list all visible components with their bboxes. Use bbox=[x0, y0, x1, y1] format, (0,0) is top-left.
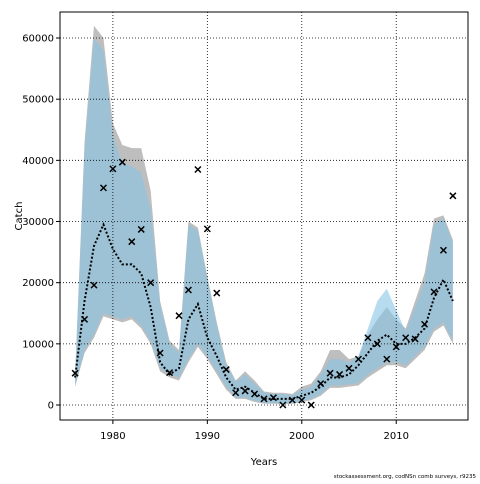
observed-marker bbox=[345, 364, 353, 372]
observed-marker bbox=[269, 394, 277, 402]
observed-marker bbox=[439, 246, 447, 254]
observed-marker bbox=[364, 334, 372, 342]
observed-marker bbox=[137, 225, 145, 233]
observed-marker bbox=[147, 279, 155, 287]
observed-marker bbox=[71, 369, 79, 377]
observed-marker bbox=[99, 184, 107, 192]
observed-marker bbox=[421, 320, 429, 328]
observed-marker bbox=[373, 340, 381, 348]
observed-marker bbox=[232, 389, 240, 397]
observed-marker bbox=[175, 312, 183, 320]
y-tick-label: 40000 bbox=[22, 156, 54, 167]
observed-marker bbox=[90, 281, 98, 289]
observed-marker bbox=[383, 355, 391, 363]
observed-marker bbox=[241, 387, 249, 395]
observed-marker bbox=[411, 335, 419, 343]
y-tick-label: 0 bbox=[48, 401, 54, 412]
observed-marker bbox=[166, 369, 174, 377]
observed-marker bbox=[222, 366, 230, 374]
observed-marker bbox=[109, 165, 117, 173]
x-tick-label: 1990 bbox=[195, 431, 220, 442]
observed-marker bbox=[81, 315, 89, 323]
x-tick-label: 1980 bbox=[100, 431, 125, 442]
observed-marker bbox=[317, 380, 325, 388]
observed-marker bbox=[279, 401, 287, 409]
observed-marker bbox=[203, 225, 211, 233]
observed-marker bbox=[118, 158, 126, 166]
observed-marker bbox=[392, 343, 400, 351]
y-tick-label: 60000 bbox=[22, 33, 54, 44]
observed-marker bbox=[326, 369, 334, 377]
observed-marker bbox=[184, 286, 192, 294]
observed-marker bbox=[449, 192, 457, 200]
y-tick-label: 30000 bbox=[22, 217, 54, 228]
confidence-band bbox=[75, 37, 453, 404]
plot-frame bbox=[59, 11, 469, 421]
observed-marker bbox=[354, 355, 362, 363]
observed-marker bbox=[260, 395, 268, 403]
x-tick-label: 2000 bbox=[289, 431, 314, 442]
y-tick-label: 50000 bbox=[22, 95, 54, 106]
observed-marker bbox=[402, 334, 410, 342]
observed-marker bbox=[307, 401, 315, 409]
observed-marker bbox=[128, 238, 136, 246]
y-tick-label: 10000 bbox=[22, 339, 54, 350]
observed-marker bbox=[251, 390, 259, 398]
observed-marker bbox=[194, 165, 202, 174]
observed-marker bbox=[430, 288, 438, 296]
observed-marker bbox=[298, 396, 306, 404]
observed-marker bbox=[213, 289, 221, 297]
observed-marker bbox=[156, 349, 164, 357]
footnote: stockassessment.org, codNSn comb surveys… bbox=[334, 474, 477, 480]
x-tick-label: 2010 bbox=[383, 431, 408, 442]
observed-marker bbox=[336, 370, 344, 378]
x-axis-label: Years bbox=[250, 457, 277, 468]
y-axis-label: Catch bbox=[14, 202, 25, 231]
observed-marker bbox=[288, 396, 296, 404]
y-tick-label: 20000 bbox=[22, 278, 54, 289]
